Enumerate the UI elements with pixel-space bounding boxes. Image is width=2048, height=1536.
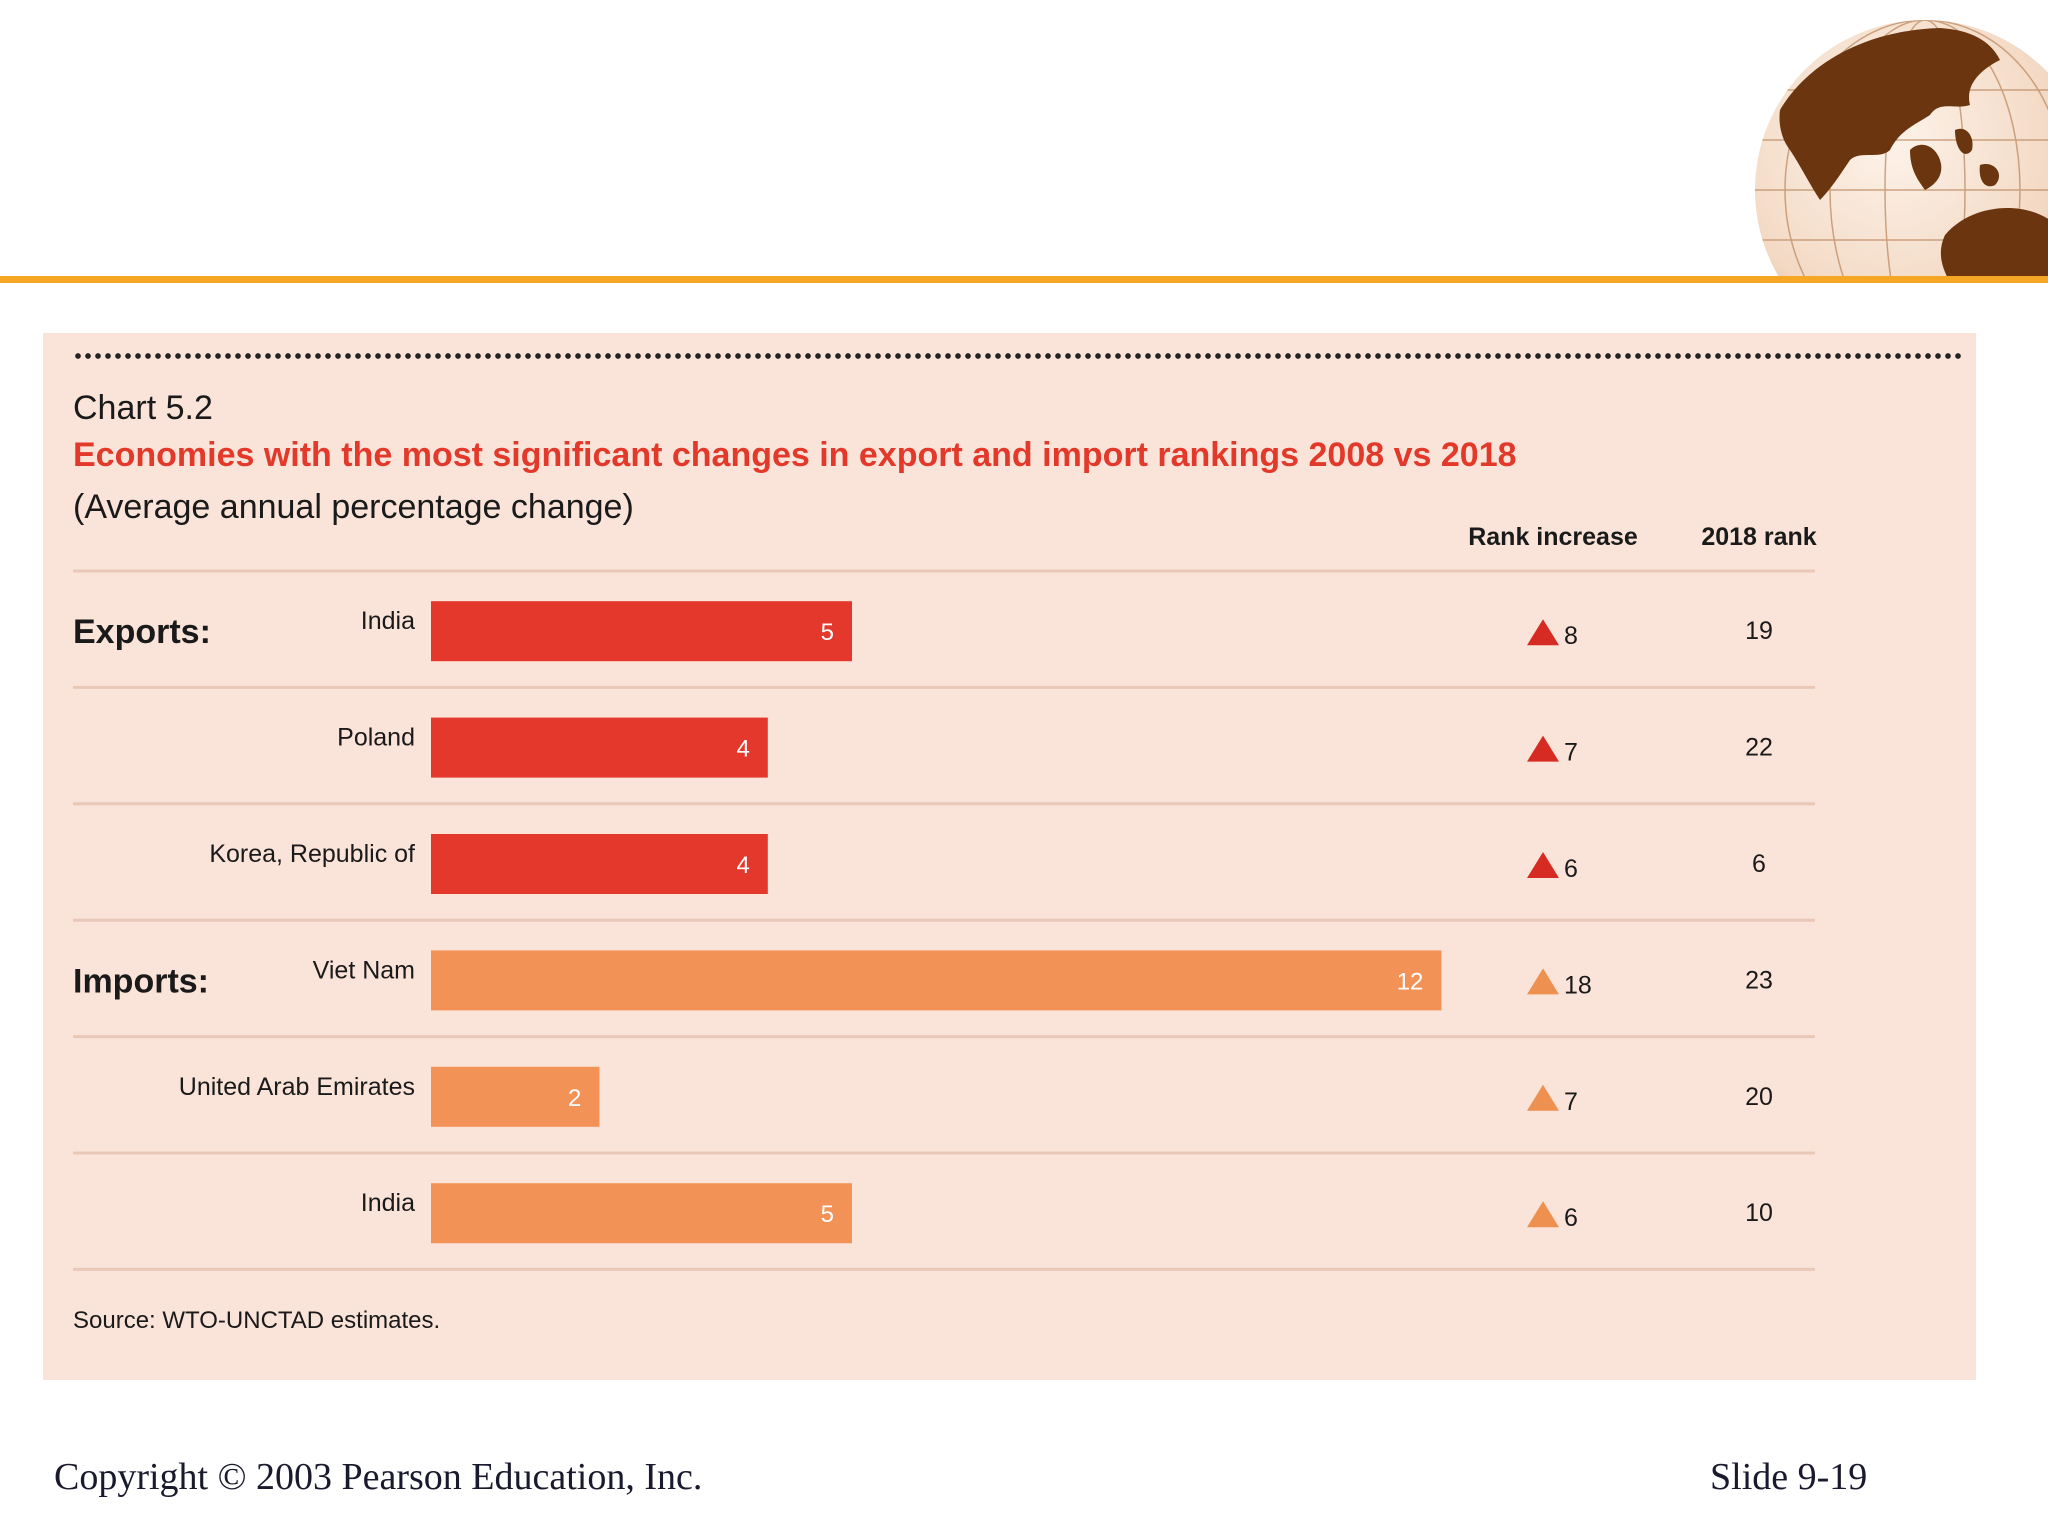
rank-increase-triangle-icon — [1527, 735, 1559, 762]
bar-chart: Exports: India 5 8 19 Poland 4 7 22 Korea, Republ… — [73, 569, 1815, 1271]
bar — [431, 1183, 852, 1244]
rank-increase-value: 6 — [1564, 855, 1578, 883]
country-label: India — [361, 607, 415, 635]
rank-increase-value: 18 — [1564, 971, 1592, 999]
rank-increase-value: 7 — [1564, 739, 1578, 767]
dotted-rule — [73, 350, 1963, 362]
bar — [431, 834, 768, 894]
rank-2018-value: 19 — [1745, 617, 1773, 645]
chart-panel: Chart 5.2 Economies with the most signif… — [43, 333, 1976, 1380]
header-rule — [0, 276, 2048, 283]
rank-increase-triangle-icon — [1527, 968, 1559, 995]
rank-2018-value: 23 — [1745, 966, 1773, 994]
globe-logo-icon — [1755, 20, 2048, 282]
rank-increase-value: 6 — [1564, 1204, 1578, 1232]
slide-number: Slide 9-19 — [1710, 1456, 1868, 1498]
bar — [431, 950, 1442, 1011]
copyright-text: Copyright © 2003 Pearson Education, Inc. — [54, 1456, 703, 1498]
bar-value-label: 5 — [821, 1201, 834, 1228]
rank-increase-header: Rank increase — [1468, 523, 1638, 551]
bar — [431, 601, 852, 662]
country-label: Korea, Republic of — [209, 840, 415, 868]
chart-source: Source: WTO-UNCTAD estimates. — [73, 1307, 441, 1334]
country-label: India — [361, 1189, 415, 1217]
bar-value-label: 4 — [736, 852, 749, 879]
bar-value-label: 5 — [821, 619, 834, 646]
rank-increase-value: 7 — [1564, 1088, 1578, 1116]
country-label: United Arab Emirates — [179, 1073, 415, 1101]
rank-2018-value: 10 — [1745, 1199, 1773, 1227]
rank-2018-value: 6 — [1752, 850, 1766, 878]
rank-increase-triangle-icon — [1527, 852, 1559, 878]
bar — [431, 717, 768, 778]
rank-increase-triangle-icon — [1527, 619, 1559, 646]
group-label: Exports: — [73, 613, 211, 651]
rank-2018-value: 20 — [1745, 1083, 1773, 1111]
chart-subtitle: (Average annual percentage change) — [73, 488, 634, 526]
rank-increase-value: 8 — [1564, 622, 1578, 650]
rank-increase-triangle-icon — [1527, 1084, 1559, 1111]
bar-value-label: 4 — [736, 736, 749, 763]
bar — [431, 1066, 600, 1127]
bar-value-label: 2 — [568, 1085, 581, 1112]
country-label: Viet Nam — [313, 956, 415, 984]
bar-value-label: 12 — [1397, 968, 1424, 995]
rank-2018-header: 2018 rank — [1701, 523, 1817, 551]
country-label: Poland — [337, 724, 415, 752]
chart-title: Economies with the most significant chan… — [73, 436, 1517, 474]
rank-2018-value: 22 — [1745, 734, 1773, 762]
rank-increase-triangle-icon — [1527, 1201, 1559, 1228]
group-label: Imports: — [73, 962, 209, 1000]
chart-number: Chart 5.2 — [73, 389, 213, 427]
